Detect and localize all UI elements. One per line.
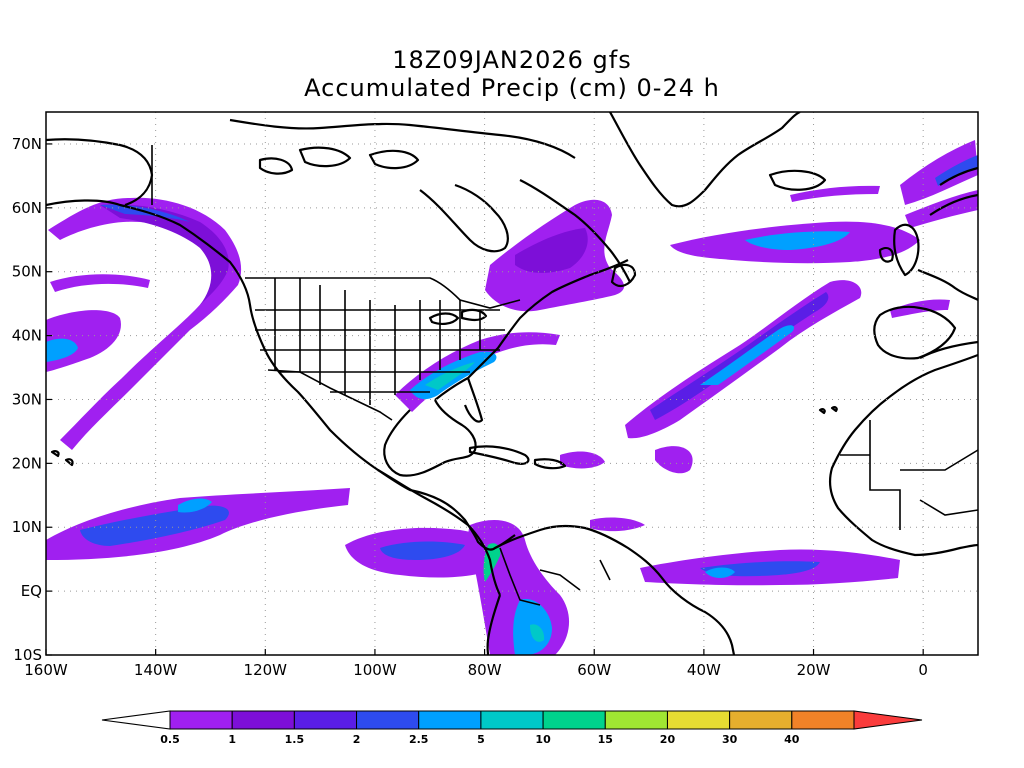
colorbar-min-triangle bbox=[102, 711, 170, 729]
colorbar-swatch bbox=[294, 711, 356, 729]
colorbar-swatch bbox=[419, 711, 481, 729]
colorbar-swatch bbox=[170, 711, 232, 729]
colorbar-swatch bbox=[543, 711, 605, 729]
colorbar-swatch bbox=[667, 711, 729, 729]
colorbar-swatch bbox=[232, 711, 294, 729]
colorbar-label: 2 bbox=[353, 733, 361, 746]
lat-tick-label: 50N bbox=[12, 263, 42, 281]
lon-tick-label: 120W bbox=[244, 661, 288, 679]
lat-tick-label: 10N bbox=[12, 518, 42, 536]
colorbar-label: 5 bbox=[477, 733, 485, 746]
lat-tick-label: 20N bbox=[12, 454, 42, 472]
lat-tick-label: 70N bbox=[12, 135, 42, 153]
lon-tick-label: 100W bbox=[353, 661, 397, 679]
colorbar-label: 2.5 bbox=[409, 733, 429, 746]
lon-tick-label: 0 bbox=[918, 661, 928, 679]
colorbar-label: 20 bbox=[660, 733, 676, 746]
colorbar-label: 1 bbox=[228, 733, 236, 746]
colorbar-label: 30 bbox=[722, 733, 738, 746]
lat-tick-label: 60N bbox=[12, 199, 42, 217]
lon-tick-label: 140W bbox=[134, 661, 178, 679]
lat-tick-label: 40N bbox=[12, 327, 42, 345]
lon-tick-label: 80W bbox=[468, 661, 502, 679]
lon-tick-label: 40W bbox=[687, 661, 721, 679]
colorbar-max-triangle bbox=[854, 711, 922, 729]
colorbar-swatch bbox=[792, 711, 854, 729]
lon-tick-label: 20W bbox=[797, 661, 831, 679]
colorbar-swatch bbox=[605, 711, 667, 729]
lon-tick-label: 60W bbox=[577, 661, 611, 679]
colorbar-swatch bbox=[730, 711, 792, 729]
colorbar-swatch bbox=[357, 711, 419, 729]
map-plot-area bbox=[46, 112, 978, 655]
colorbar-label: 40 bbox=[784, 733, 800, 746]
lat-tick-label: 30N bbox=[12, 390, 42, 408]
colorbar-label: 15 bbox=[598, 733, 613, 746]
colorbar-label: 1.5 bbox=[285, 733, 305, 746]
colorbar-label: 0.5 bbox=[160, 733, 180, 746]
lat-tick-label: EQ bbox=[21, 582, 42, 600]
colorbar-swatch bbox=[481, 711, 543, 729]
colorbar: 0.5 1 1.5 2 2.5 5 10 15 20 30 40 bbox=[102, 711, 922, 746]
colorbar-label: 10 bbox=[535, 733, 551, 746]
lat-tick-label: 10S bbox=[13, 646, 42, 664]
